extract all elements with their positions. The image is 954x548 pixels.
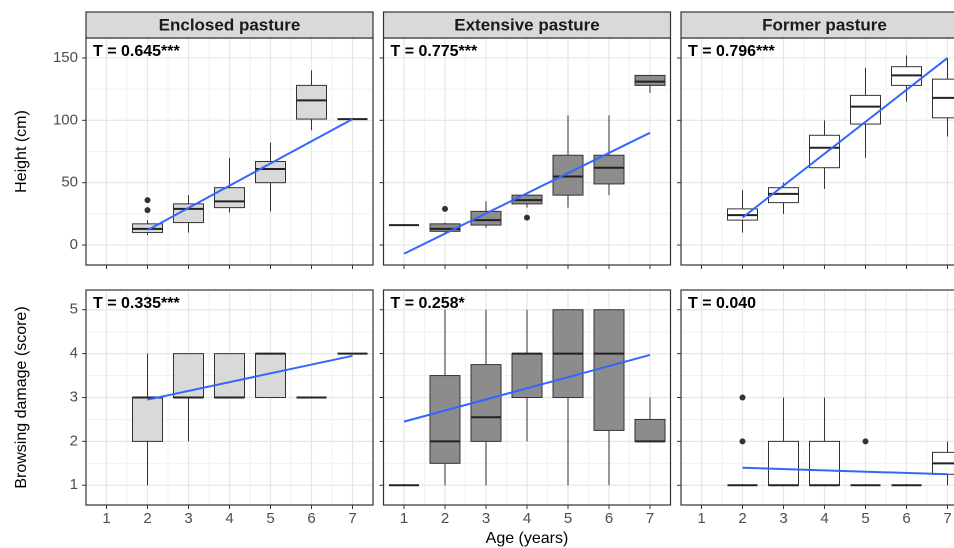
trend-line [403, 353, 651, 423]
panel-border [382, 289, 672, 506]
panel [681, 290, 954, 505]
trend-line [403, 131, 651, 255]
y-tick-label: 2 [70, 432, 78, 449]
x-tick-label: 7 [943, 510, 951, 527]
y-tick-label: 50 [61, 174, 78, 191]
box [593, 154, 625, 185]
y-tick-label: 100 [53, 111, 78, 128]
x-tick-label: 5 [266, 510, 274, 527]
x-tick-label: 5 [564, 510, 572, 527]
annotation: T = 0.335*** [93, 295, 181, 312]
x-tick-label: 1 [400, 510, 408, 527]
x-axis-title: Age (years) [486, 530, 569, 547]
panel-border [85, 289, 374, 506]
outlier [524, 214, 530, 221]
box [470, 210, 502, 226]
panel [383, 290, 671, 505]
panel [86, 38, 373, 265]
outlier [144, 207, 151, 214]
trend-line [741, 57, 949, 219]
panel [383, 38, 671, 265]
annotation: T = 0.775*** [391, 43, 479, 60]
x-tick-label: 3 [482, 510, 490, 527]
x-tick-label: 4 [523, 510, 531, 527]
y-tick-label: 150 [53, 49, 78, 66]
box [255, 160, 286, 184]
x-tick-label: 1 [697, 510, 705, 527]
box [255, 353, 286, 398]
y-tick-label: 1 [70, 476, 78, 493]
box [593, 309, 625, 431]
annotation: T = 0.645*** [93, 43, 181, 60]
x-tick-label: 2 [738, 510, 746, 527]
x-tick-label: 6 [902, 510, 910, 527]
strip [680, 11, 954, 39]
box [132, 397, 163, 442]
x-tick-label: 7 [348, 510, 356, 527]
box [429, 375, 461, 464]
panel [681, 38, 954, 265]
annotation: T = 0.796*** [688, 43, 776, 60]
box [552, 154, 584, 196]
strip-title: Enclosed pasture [159, 15, 301, 34]
outlier [144, 197, 151, 204]
strip [85, 11, 374, 39]
x-tick-label: 6 [605, 510, 613, 527]
annotation: T = 0.258* [391, 295, 466, 312]
x-tick-label: 1 [102, 510, 110, 527]
panel [86, 290, 373, 505]
box [634, 418, 666, 442]
x-tick-label: 5 [861, 510, 869, 527]
outlier [442, 205, 448, 212]
y-tick-label: 3 [70, 388, 78, 405]
y-axis-title: Height (cm) [13, 110, 30, 193]
strip [382, 11, 672, 39]
box [214, 187, 245, 209]
outlier [862, 438, 869, 445]
y-axis-title: Browsing damage (score) [13, 306, 30, 488]
x-tick-label: 3 [779, 510, 787, 527]
strip-title: Former pasture [762, 15, 887, 34]
x-tick-label: 7 [646, 510, 654, 527]
box [809, 440, 840, 486]
x-tick-label: 2 [143, 510, 151, 527]
y-tick-label: 4 [70, 345, 78, 362]
trend-line [742, 466, 948, 476]
box [768, 440, 799, 486]
y-tick-label: 0 [70, 236, 78, 253]
box [214, 353, 245, 398]
box [429, 223, 461, 232]
annotation: T = 0.040 [688, 295, 756, 312]
x-tick-label: 4 [225, 510, 233, 527]
box [296, 84, 327, 120]
panel-border [680, 289, 954, 506]
box [768, 187, 799, 204]
trend-line [147, 354, 353, 401]
outlier [739, 438, 746, 445]
trend-line [147, 118, 353, 231]
box [634, 74, 666, 86]
x-tick-label: 4 [820, 510, 828, 527]
outlier [739, 394, 746, 401]
y-tick-label: 5 [70, 301, 78, 318]
x-tick-label: 3 [184, 510, 192, 527]
x-tick-label: 2 [441, 510, 449, 527]
x-tick-label: 6 [307, 510, 315, 527]
strip-title: Extensive pasture [454, 15, 600, 34]
box [850, 94, 881, 125]
